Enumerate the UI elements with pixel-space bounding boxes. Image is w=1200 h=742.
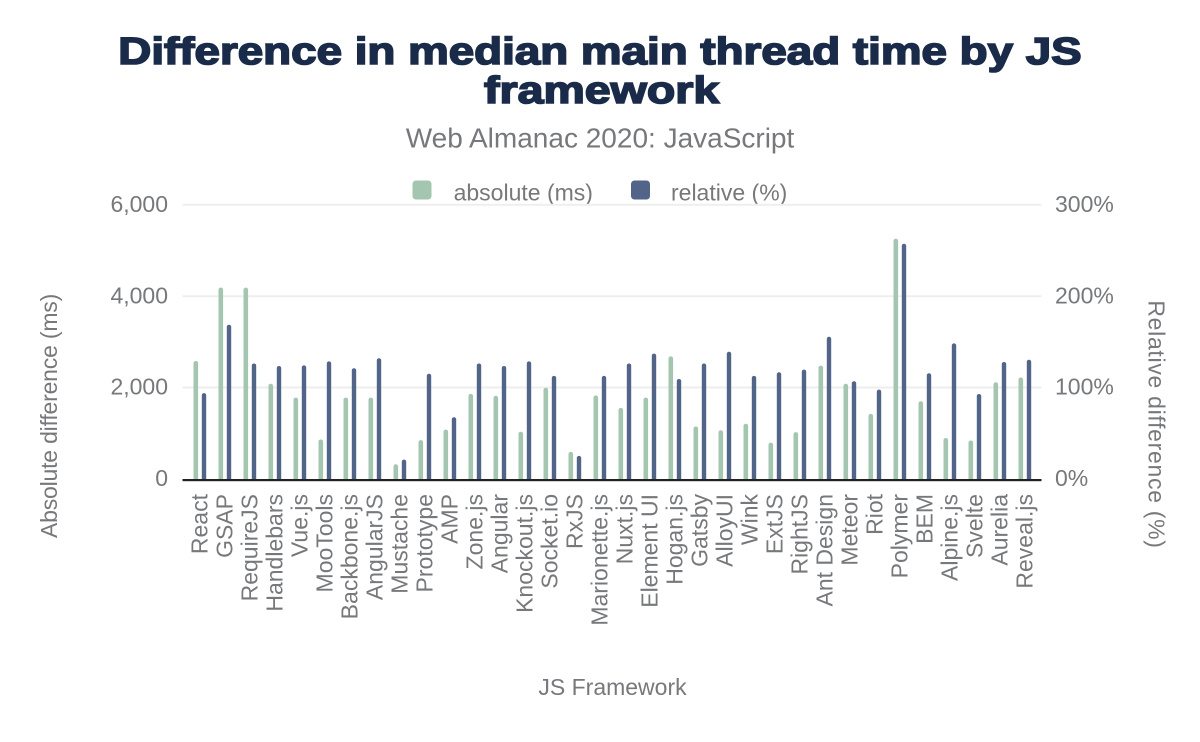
svg-text:Gatsby: Gatsby xyxy=(687,494,713,567)
svg-text:AngularJS: AngularJS xyxy=(362,494,388,600)
svg-text:AMP: AMP xyxy=(437,494,463,544)
svg-text:Knockout.js: Knockout.js xyxy=(512,494,538,613)
svg-text:0: 0 xyxy=(155,465,168,491)
svg-text:Prototype: Prototype xyxy=(412,494,438,592)
svg-text:Alpine.js: Alpine.js xyxy=(937,494,963,581)
svg-text:Web Almanac 2020: JavaScript: Web Almanac 2020: JavaScript xyxy=(406,123,795,154)
svg-text:100%: 100% xyxy=(1055,374,1114,400)
svg-text:Angular: Angular xyxy=(487,494,513,574)
svg-text:Mustache: Mustache xyxy=(387,494,413,594)
svg-text:BEM: BEM xyxy=(912,494,938,544)
svg-text:6,000: 6,000 xyxy=(110,191,168,217)
svg-text:Polymer: Polymer xyxy=(887,494,913,579)
svg-text:Element UI: Element UI xyxy=(637,494,663,608)
svg-text:200%: 200% xyxy=(1055,282,1114,308)
svg-text:Marionette.js: Marionette.js xyxy=(587,494,613,626)
svg-text:Nuxt.js: Nuxt.js xyxy=(612,494,638,564)
svg-text:Wink: Wink xyxy=(737,494,763,546)
svg-text:Ant Design: Ant Design xyxy=(812,494,838,607)
svg-text:Relative difference (%): Relative difference (%) xyxy=(1144,300,1170,548)
svg-text:Handlebars: Handlebars xyxy=(262,494,288,612)
svg-text:Absolute difference (ms): Absolute difference (ms) xyxy=(36,294,62,538)
svg-text:Socket.io: Socket.io xyxy=(537,494,563,589)
svg-text:MooTools: MooTools xyxy=(312,494,338,592)
svg-text:Reveal.js: Reveal.js xyxy=(1012,494,1038,589)
svg-text:RightJS: RightJS xyxy=(787,494,813,575)
svg-text:RxJS: RxJS xyxy=(562,494,588,549)
svg-text:0%: 0% xyxy=(1055,465,1088,491)
svg-text:absolute (ms): absolute (ms) xyxy=(454,180,593,206)
svg-text:AlloyUI: AlloyUI xyxy=(712,494,738,567)
svg-text:RequireJS: RequireJS xyxy=(237,494,263,601)
svg-text:Meteor: Meteor xyxy=(837,494,863,566)
svg-text:300%: 300% xyxy=(1055,191,1114,217)
svg-text:GSAP: GSAP xyxy=(212,494,238,558)
svg-text:relative (%): relative (%) xyxy=(671,180,787,206)
svg-text:framework: framework xyxy=(484,70,720,112)
svg-text:2,000: 2,000 xyxy=(110,374,168,400)
svg-text:Backbone.js: Backbone.js xyxy=(337,494,363,619)
svg-text:Hogan.js: Hogan.js xyxy=(662,494,688,585)
svg-text:Riot: Riot xyxy=(862,493,888,535)
svg-text:ExtJS: ExtJS xyxy=(762,494,788,554)
svg-text:Svelte: Svelte xyxy=(962,494,988,558)
svg-text:Zone.js: Zone.js xyxy=(462,494,488,569)
svg-text:Difference in median main thre: Difference in median main thread time by… xyxy=(118,31,1081,73)
svg-text:Vue.js: Vue.js xyxy=(287,494,313,557)
svg-text:Aurelia: Aurelia xyxy=(987,494,1013,566)
svg-text:React: React xyxy=(187,493,213,554)
svg-text:4,000: 4,000 xyxy=(110,282,168,308)
svg-text:JS Framework: JS Framework xyxy=(538,674,687,700)
